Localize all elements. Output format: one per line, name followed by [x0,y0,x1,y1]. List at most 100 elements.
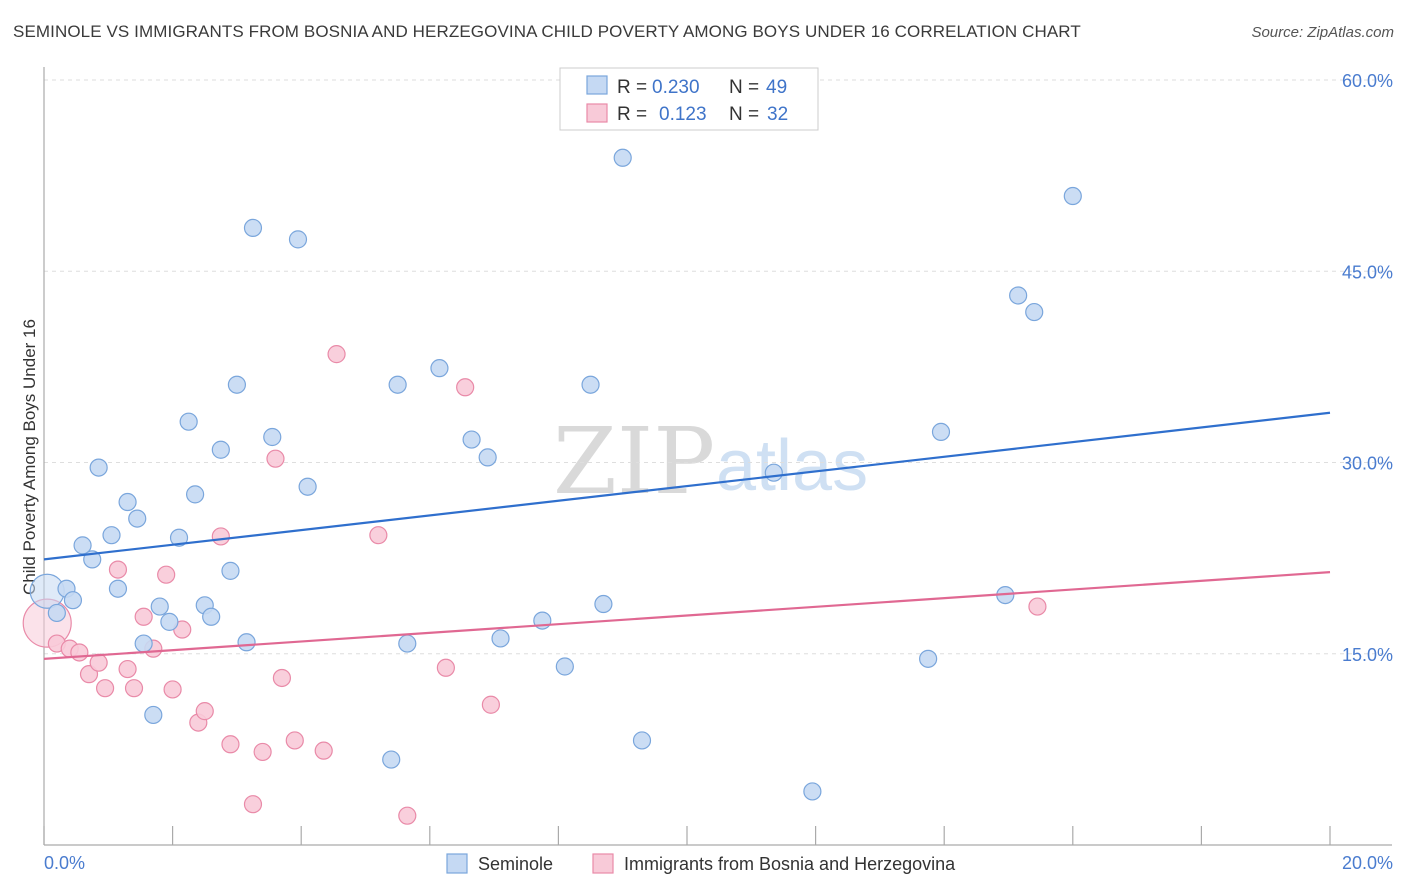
series-bosnia-points [22,345,1047,825]
seminole-point [1063,186,1082,206]
seminole-point [128,509,147,528]
seminole-n-label: N = [729,77,759,98]
seminole-point [160,612,179,631]
seminole-point [144,705,163,725]
bosnia-point [124,679,144,698]
bosnia-n-value: 32 [767,104,788,125]
bosnia-point [95,679,115,698]
seminole-point [1025,302,1044,322]
bosnia-point [221,735,240,754]
legend-bosnia-label: Immigrants from Bosnia and Herzegovina [624,854,956,874]
bosnia-point [481,695,500,714]
seminole-point [47,603,66,623]
seminole-point [430,359,449,378]
grid-lines [44,79,1392,655]
series-seminole-points [29,148,1082,801]
bosnia-point [456,378,475,397]
seminole-r-value: 0.230 [652,77,700,98]
bosnia-point [89,653,108,672]
seminole-point [388,375,407,394]
seminole-point [186,485,205,504]
seminole-point [227,375,246,394]
bosnia-point [195,702,214,721]
bosnia-point [314,741,333,760]
seminole-point [581,375,600,394]
bosnia-point [327,345,346,364]
seminole-point [478,448,497,467]
x-tick-label-max: 20.0% [1342,853,1393,873]
y-tick-label: 60.0% [1342,71,1393,91]
legend-seminole-swatch [446,853,468,874]
seminole-point [89,458,108,477]
seminole-point [491,629,510,648]
bosnia-trend-line [43,571,1331,660]
y-tick-label: 15.0% [1342,645,1393,665]
watermark: ZIP atlas [553,408,868,515]
x-ticks [43,826,1331,845]
bosnia-point [108,560,128,579]
seminole-point [382,750,401,769]
seminole-point [211,440,230,459]
series-legend: Seminole Immigrants from Bosnia and Herz… [446,853,956,874]
bosnia-point [243,795,263,814]
bosnia-point [134,607,153,626]
bosnia-r-label: R = [617,104,647,125]
bosnia-point [253,742,272,762]
seminole-point [221,561,240,580]
seminole-point [63,591,83,610]
bosnia-point [211,527,230,546]
seminole-point [803,782,822,801]
seminole-point [919,649,938,668]
bosnia-point [163,680,182,699]
bosnia-point [436,658,455,677]
bosnia-point [285,731,304,750]
seminole-point [237,633,256,652]
bosnia-point [1028,597,1047,616]
chart-title: SEMINOLE VS IMMIGRANTS FROM BOSNIA AND H… [13,22,1081,41]
x-tick-label-min: 0.0% [44,853,85,873]
bosnia-point [272,668,292,688]
seminole-point [632,731,652,750]
stats-legend: R = 0.230 N = 49 R = 0.123 N = 32 [559,67,819,131]
seminole-point [108,579,128,598]
seminole-point [1009,286,1028,305]
legend-bosnia-swatch [592,853,614,874]
seminole-point [73,536,92,555]
y-tick-label: 30.0% [1342,454,1393,474]
seminole-point [243,218,263,237]
seminole-point [169,528,189,547]
y-tick-label: 45.0% [1342,262,1393,282]
bosnia-point [369,526,388,545]
seminole-point [931,422,951,441]
bosnia-point [70,643,89,662]
bosnia-point [266,449,285,468]
watermark-atlas: atlas [716,426,868,506]
seminole-point [764,463,783,482]
seminole-point [288,230,308,249]
seminole-point [594,594,613,614]
y-tick-labels: 15.0% 30.0% 45.0% 60.0% [1342,71,1393,665]
seminole-point [263,427,282,447]
source-credit: Source: ZipAtlas.com [1251,24,1394,41]
y-axis-label: Child Poverty Among Boys Under 16 [20,319,39,595]
legend-seminole-label: Seminole [478,854,553,874]
seminole-point [555,657,574,676]
seminole-point [462,430,481,449]
seminole-point [202,607,221,626]
watermark-zip: ZIP [553,408,715,515]
bosnia-swatch [586,103,608,123]
bosnia-point [398,806,417,825]
bosnia-point [118,659,137,679]
seminole-r-label: R = [617,77,647,98]
bosnia-n-label: N = [729,104,759,125]
seminole-point [150,597,169,616]
bosnia-point [157,565,176,584]
seminole-point [398,634,417,653]
seminole-point [118,492,137,512]
seminole-point [179,412,198,431]
seminole-point [102,526,121,545]
bosnia-r-value: 0.123 [659,104,707,125]
seminole-n-value: 49 [766,77,787,98]
seminole-point [613,148,632,167]
